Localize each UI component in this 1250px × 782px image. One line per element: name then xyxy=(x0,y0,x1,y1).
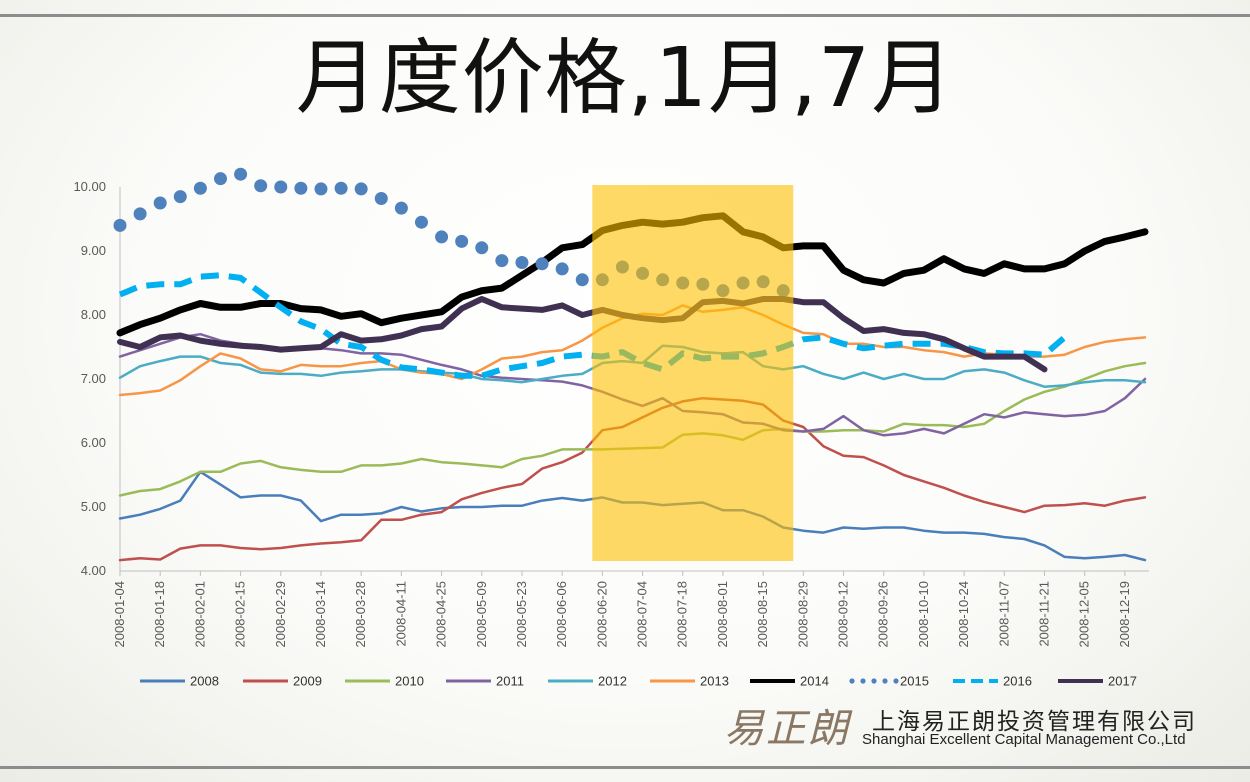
series-2015-point xyxy=(475,241,489,255)
top-frame-line xyxy=(0,14,1250,17)
series-2015-point xyxy=(495,254,509,268)
x-tick-label: 2008-11-21 xyxy=(1037,581,1052,647)
company-name-cn: 上海易正朗投资管理有限公司 xyxy=(872,709,1197,735)
legend-label: 2017 xyxy=(1108,674,1137,689)
x-tick-label: 2008-01-04 xyxy=(112,581,127,648)
y-tick-label: 10.00 xyxy=(73,179,106,194)
series-2015-point xyxy=(274,180,288,194)
legend-swatch xyxy=(871,678,877,684)
series-2017-line xyxy=(117,296,1048,373)
x-tick-label: 2008-09-12 xyxy=(836,581,851,648)
series-2015-point xyxy=(133,207,147,221)
series-2015-point xyxy=(455,234,469,248)
legend-label: 2014 xyxy=(800,674,829,689)
series-2015-point xyxy=(314,182,328,196)
series-2015-point xyxy=(414,215,428,229)
x-tick-label: 2008-11-07 xyxy=(996,581,1011,647)
x-tick-label: 2008-01-18 xyxy=(152,581,167,648)
series-2015-point xyxy=(575,273,589,287)
series-2015-point xyxy=(234,167,248,181)
series-2015-point xyxy=(213,172,227,186)
x-tick-label: 2008-10-24 xyxy=(956,581,971,648)
legend-swatch xyxy=(860,678,866,684)
y-tick-label: 7.00 xyxy=(81,371,106,386)
x-tick-label: 2008-08-01 xyxy=(715,581,730,648)
series-2015-point xyxy=(193,181,207,195)
x-tick-label: 2008-07-18 xyxy=(675,581,690,648)
legend-label: 2010 xyxy=(395,674,424,689)
series-2015-point xyxy=(555,262,569,276)
x-tick-label: 2008-08-29 xyxy=(795,581,810,648)
legend-label: 2016 xyxy=(1003,674,1032,689)
y-tick-label: 4.00 xyxy=(81,563,106,578)
y-tick-label: 9.00 xyxy=(81,243,106,258)
x-tick-label: 2008-05-23 xyxy=(514,581,529,648)
series-2015-point xyxy=(334,181,348,195)
x-tick-label: 2008-10-10 xyxy=(916,581,931,648)
x-tick-label: 2008-12-05 xyxy=(1077,581,1092,648)
series-2015-point xyxy=(515,256,529,270)
series-2015-point xyxy=(254,179,268,193)
y-tick-label: 6.00 xyxy=(81,435,106,450)
x-tick-label: 2008-02-29 xyxy=(273,581,288,648)
page-title: 月度价格,1月,7月 xyxy=(295,31,955,126)
x-tick-label: 2008-04-11 xyxy=(393,581,408,647)
x-tick-label: 2008-03-28 xyxy=(353,581,368,648)
x-tick-label: 2008-02-15 xyxy=(233,581,248,648)
legend-label: 2011 xyxy=(496,674,524,689)
bottom-frame-line xyxy=(0,766,1250,769)
x-tick-label: 2008-08-15 xyxy=(755,581,770,648)
y-tick-label: 5.00 xyxy=(81,499,106,514)
x-tick-label: 2008-03-14 xyxy=(313,581,328,648)
series-2015-point xyxy=(294,181,308,195)
highlight-band xyxy=(592,185,794,561)
series-2015-point xyxy=(435,230,449,244)
legend-swatch xyxy=(893,678,899,684)
legend-label: 2013 xyxy=(700,674,729,689)
x-tick-label: 2008-02-01 xyxy=(192,581,207,648)
series-2015-point xyxy=(394,201,408,215)
series-2015-point xyxy=(535,257,549,271)
company-logo: 易正朗 xyxy=(724,706,850,752)
legend-swatch xyxy=(882,678,888,684)
x-tick-label: 2008-09-26 xyxy=(876,581,891,648)
legend-swatch xyxy=(849,678,855,684)
series-2015-point xyxy=(173,190,187,204)
y-tick-label: 8.00 xyxy=(81,307,106,322)
company-name-en: Shanghai Excellent Capital Management Co… xyxy=(862,731,1186,748)
legend-label: 2009 xyxy=(293,674,322,689)
x-tick-label: 2008-04-25 xyxy=(434,581,449,648)
x-tick-label: 2008-05-09 xyxy=(474,581,489,648)
legend-label: 2008 xyxy=(190,674,219,689)
series-2015-point xyxy=(153,196,167,210)
series-2015-point xyxy=(354,182,368,196)
x-tick-label: 2008-06-06 xyxy=(554,581,569,648)
legend-label: 2012 xyxy=(598,674,627,689)
legend-label: 2015 xyxy=(900,674,929,689)
x-tick-label: 2008-07-04 xyxy=(635,581,650,648)
series-2015-point xyxy=(113,218,127,232)
series-2015-point xyxy=(374,192,388,206)
x-tick-label: 2008-06-20 xyxy=(594,581,609,648)
x-tick-label: 2008-12-19 xyxy=(1117,581,1132,648)
series-2016-line xyxy=(118,272,1067,379)
